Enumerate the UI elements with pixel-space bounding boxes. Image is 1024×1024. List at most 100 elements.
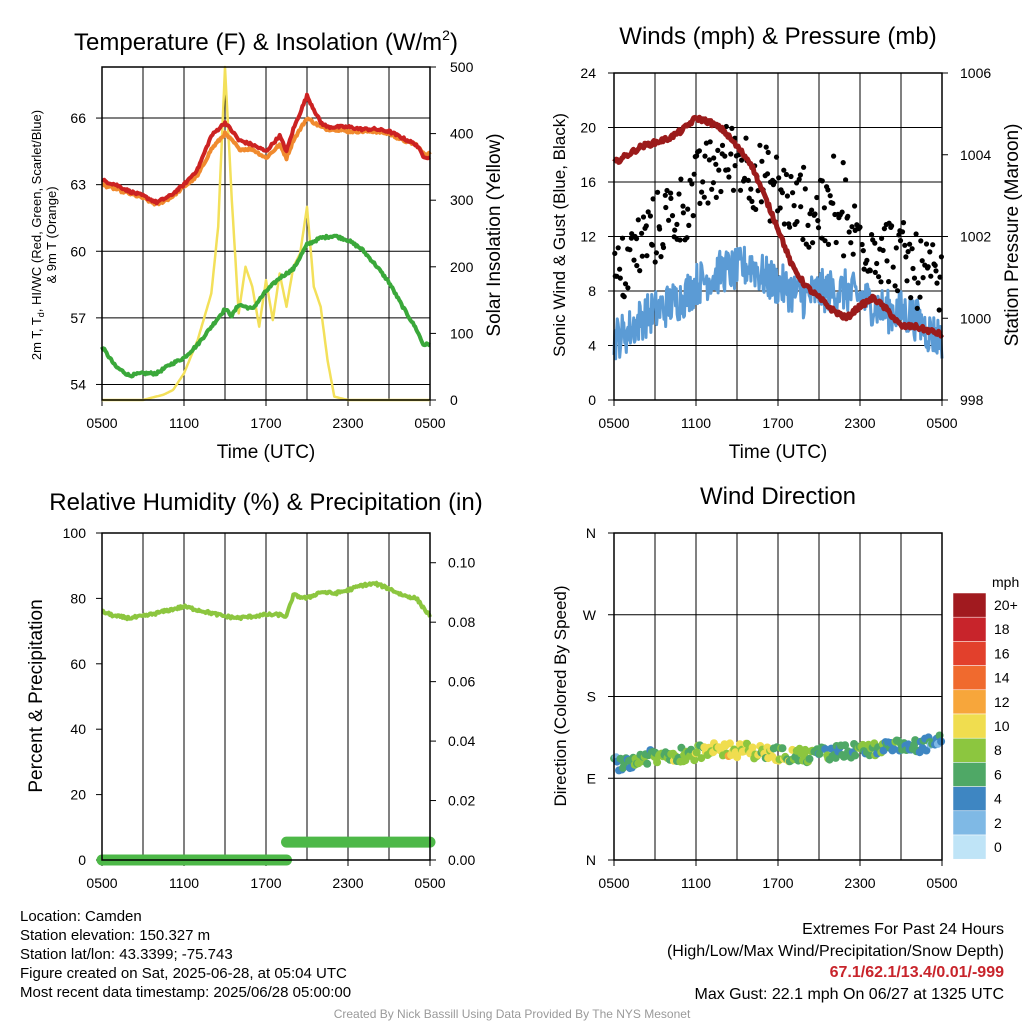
gust-point (934, 280, 940, 286)
gust-point (713, 194, 719, 200)
wind-y-tick-label-right: 998 (960, 392, 984, 408)
legend-label: 2 (994, 815, 1002, 831)
legend-label: 14 (994, 670, 1010, 686)
gust-point (879, 235, 885, 241)
temp-y-tick-label-right: 0 (450, 392, 458, 408)
rh-y-tick-label-left: 20 (70, 787, 86, 803)
gust-point (880, 247, 886, 253)
wind-y-tick-label-right: 1004 (960, 147, 991, 163)
gust-point (920, 275, 926, 281)
gust-point (914, 305, 920, 311)
gust-point (666, 217, 672, 223)
gust-point (739, 157, 745, 163)
gust-point (801, 164, 807, 170)
gust-point (831, 153, 837, 159)
gust-point (923, 241, 930, 247)
gust-point (701, 194, 707, 200)
dir-y-tick-label: E (587, 770, 596, 786)
credit-line: Created By Nick Bassill Using Data Provi… (333, 1007, 691, 1021)
temp-y-tick-label-right: 300 (450, 192, 474, 208)
gust-point (884, 258, 890, 264)
gust-point (903, 254, 909, 260)
gust-point (927, 249, 933, 255)
wind-x-tick-label: 2300 (844, 415, 875, 431)
station-elevation: Station elevation: 150.327 m (20, 927, 211, 944)
temp-x-tick-label: 2300 (332, 415, 363, 431)
wind-y-tick-label-left: 20 (580, 120, 596, 136)
gust-point (860, 248, 866, 254)
gust-point (625, 285, 631, 291)
temp-panel-title: Temperature (F) & Insolation (W/m2) (74, 27, 458, 56)
legend-swatch (952, 665, 987, 691)
gust-point (899, 229, 906, 235)
gust-point (644, 253, 650, 259)
legend-swatch (952, 786, 987, 812)
gust-point (697, 200, 703, 206)
dir-x-tick-label: 2300 (844, 875, 875, 891)
gust-point (788, 173, 794, 180)
gust-point (677, 237, 683, 243)
gust-point (894, 288, 901, 294)
gust-point (805, 222, 811, 228)
gust-point (660, 244, 667, 251)
gust-point (726, 174, 732, 180)
gust-point (845, 213, 851, 219)
gust-point (819, 178, 825, 184)
temp-x-tick-label: 1100 (169, 415, 199, 431)
gust-point (779, 190, 786, 196)
gust-point (635, 217, 641, 223)
dir-x-tick-label: 0500 (598, 875, 629, 891)
station-latlon: Station lat/lon: 43.3399; -75.743 (20, 946, 233, 963)
gust-point (936, 307, 942, 313)
gust-point (910, 265, 916, 272)
gust-point (662, 192, 668, 198)
gust-point (715, 147, 721, 153)
wind-y-axis-label-left: Sonic Wind & Gust (Blue, Black) (550, 113, 569, 357)
direction-point (922, 746, 931, 755)
dir-y-axis-label-left: Direction (Colored By Speed) (551, 585, 570, 806)
legend-swatch (952, 616, 987, 642)
gust-point (657, 226, 663, 232)
wind-y-tick-label-left: 8 (588, 283, 596, 299)
gust-point (781, 221, 788, 227)
direction-point (879, 746, 888, 755)
gust-point (822, 238, 828, 244)
rh-plot: 0500 1100 1700 2300 05000204060801000.000.02… (63, 525, 476, 891)
legend-swatch (952, 689, 987, 715)
gust-point (634, 263, 640, 269)
gust-point (631, 257, 637, 263)
max-gust: Max Gust: 22.1 mph On 06/27 at 1325 UTC (694, 985, 1005, 1003)
rh-y-tick-label-left: 80 (70, 590, 86, 606)
gust-point (872, 240, 878, 246)
gust-point (930, 242, 936, 248)
direction-point (805, 754, 814, 763)
rh-y-tick-label-right: 0.08 (448, 614, 475, 630)
gust-point (672, 227, 678, 233)
gust-point (881, 226, 888, 232)
wind-x-axis-label: Time (UTC) (729, 442, 828, 463)
gust-point (872, 269, 878, 275)
gust-point (907, 241, 913, 247)
gust-point (876, 274, 882, 280)
rh-y-tick-label-right: 0.02 (448, 793, 475, 809)
rh-x-tick-label: 2300 (332, 875, 363, 891)
dir-y-tick-label: W (583, 607, 597, 623)
gust-point (889, 223, 895, 229)
temp-plot-frame (101, 66, 431, 401)
legend-swatch (952, 592, 987, 618)
gust-point (893, 245, 899, 251)
rh-x-tick-label: 1700 (250, 875, 281, 891)
temp-y-tick-label-right: 100 (450, 325, 474, 341)
gust-point (718, 188, 724, 195)
gust-point (696, 148, 703, 154)
legend-label: 6 (994, 766, 1002, 782)
gust-point (843, 177, 849, 183)
gust-point (848, 240, 854, 246)
gust-point (748, 186, 754, 192)
direction-point (858, 740, 867, 749)
gust-point (713, 161, 719, 167)
gust-point (685, 206, 691, 212)
gust-point (859, 241, 865, 248)
gust-point (773, 154, 780, 160)
legend-label: 4 (994, 791, 1002, 807)
